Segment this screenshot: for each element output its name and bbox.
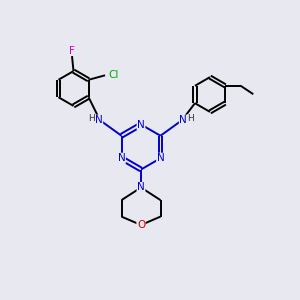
Text: N: N [179, 115, 187, 125]
Text: N: N [95, 115, 103, 125]
Text: F: F [69, 46, 75, 56]
Text: O: O [137, 220, 145, 230]
Text: N: N [118, 153, 125, 163]
Text: N: N [137, 182, 145, 193]
Text: N: N [157, 153, 164, 163]
Text: N: N [137, 119, 145, 130]
Text: Cl: Cl [109, 70, 119, 80]
Text: H: H [88, 115, 95, 124]
Text: H: H [187, 115, 194, 124]
